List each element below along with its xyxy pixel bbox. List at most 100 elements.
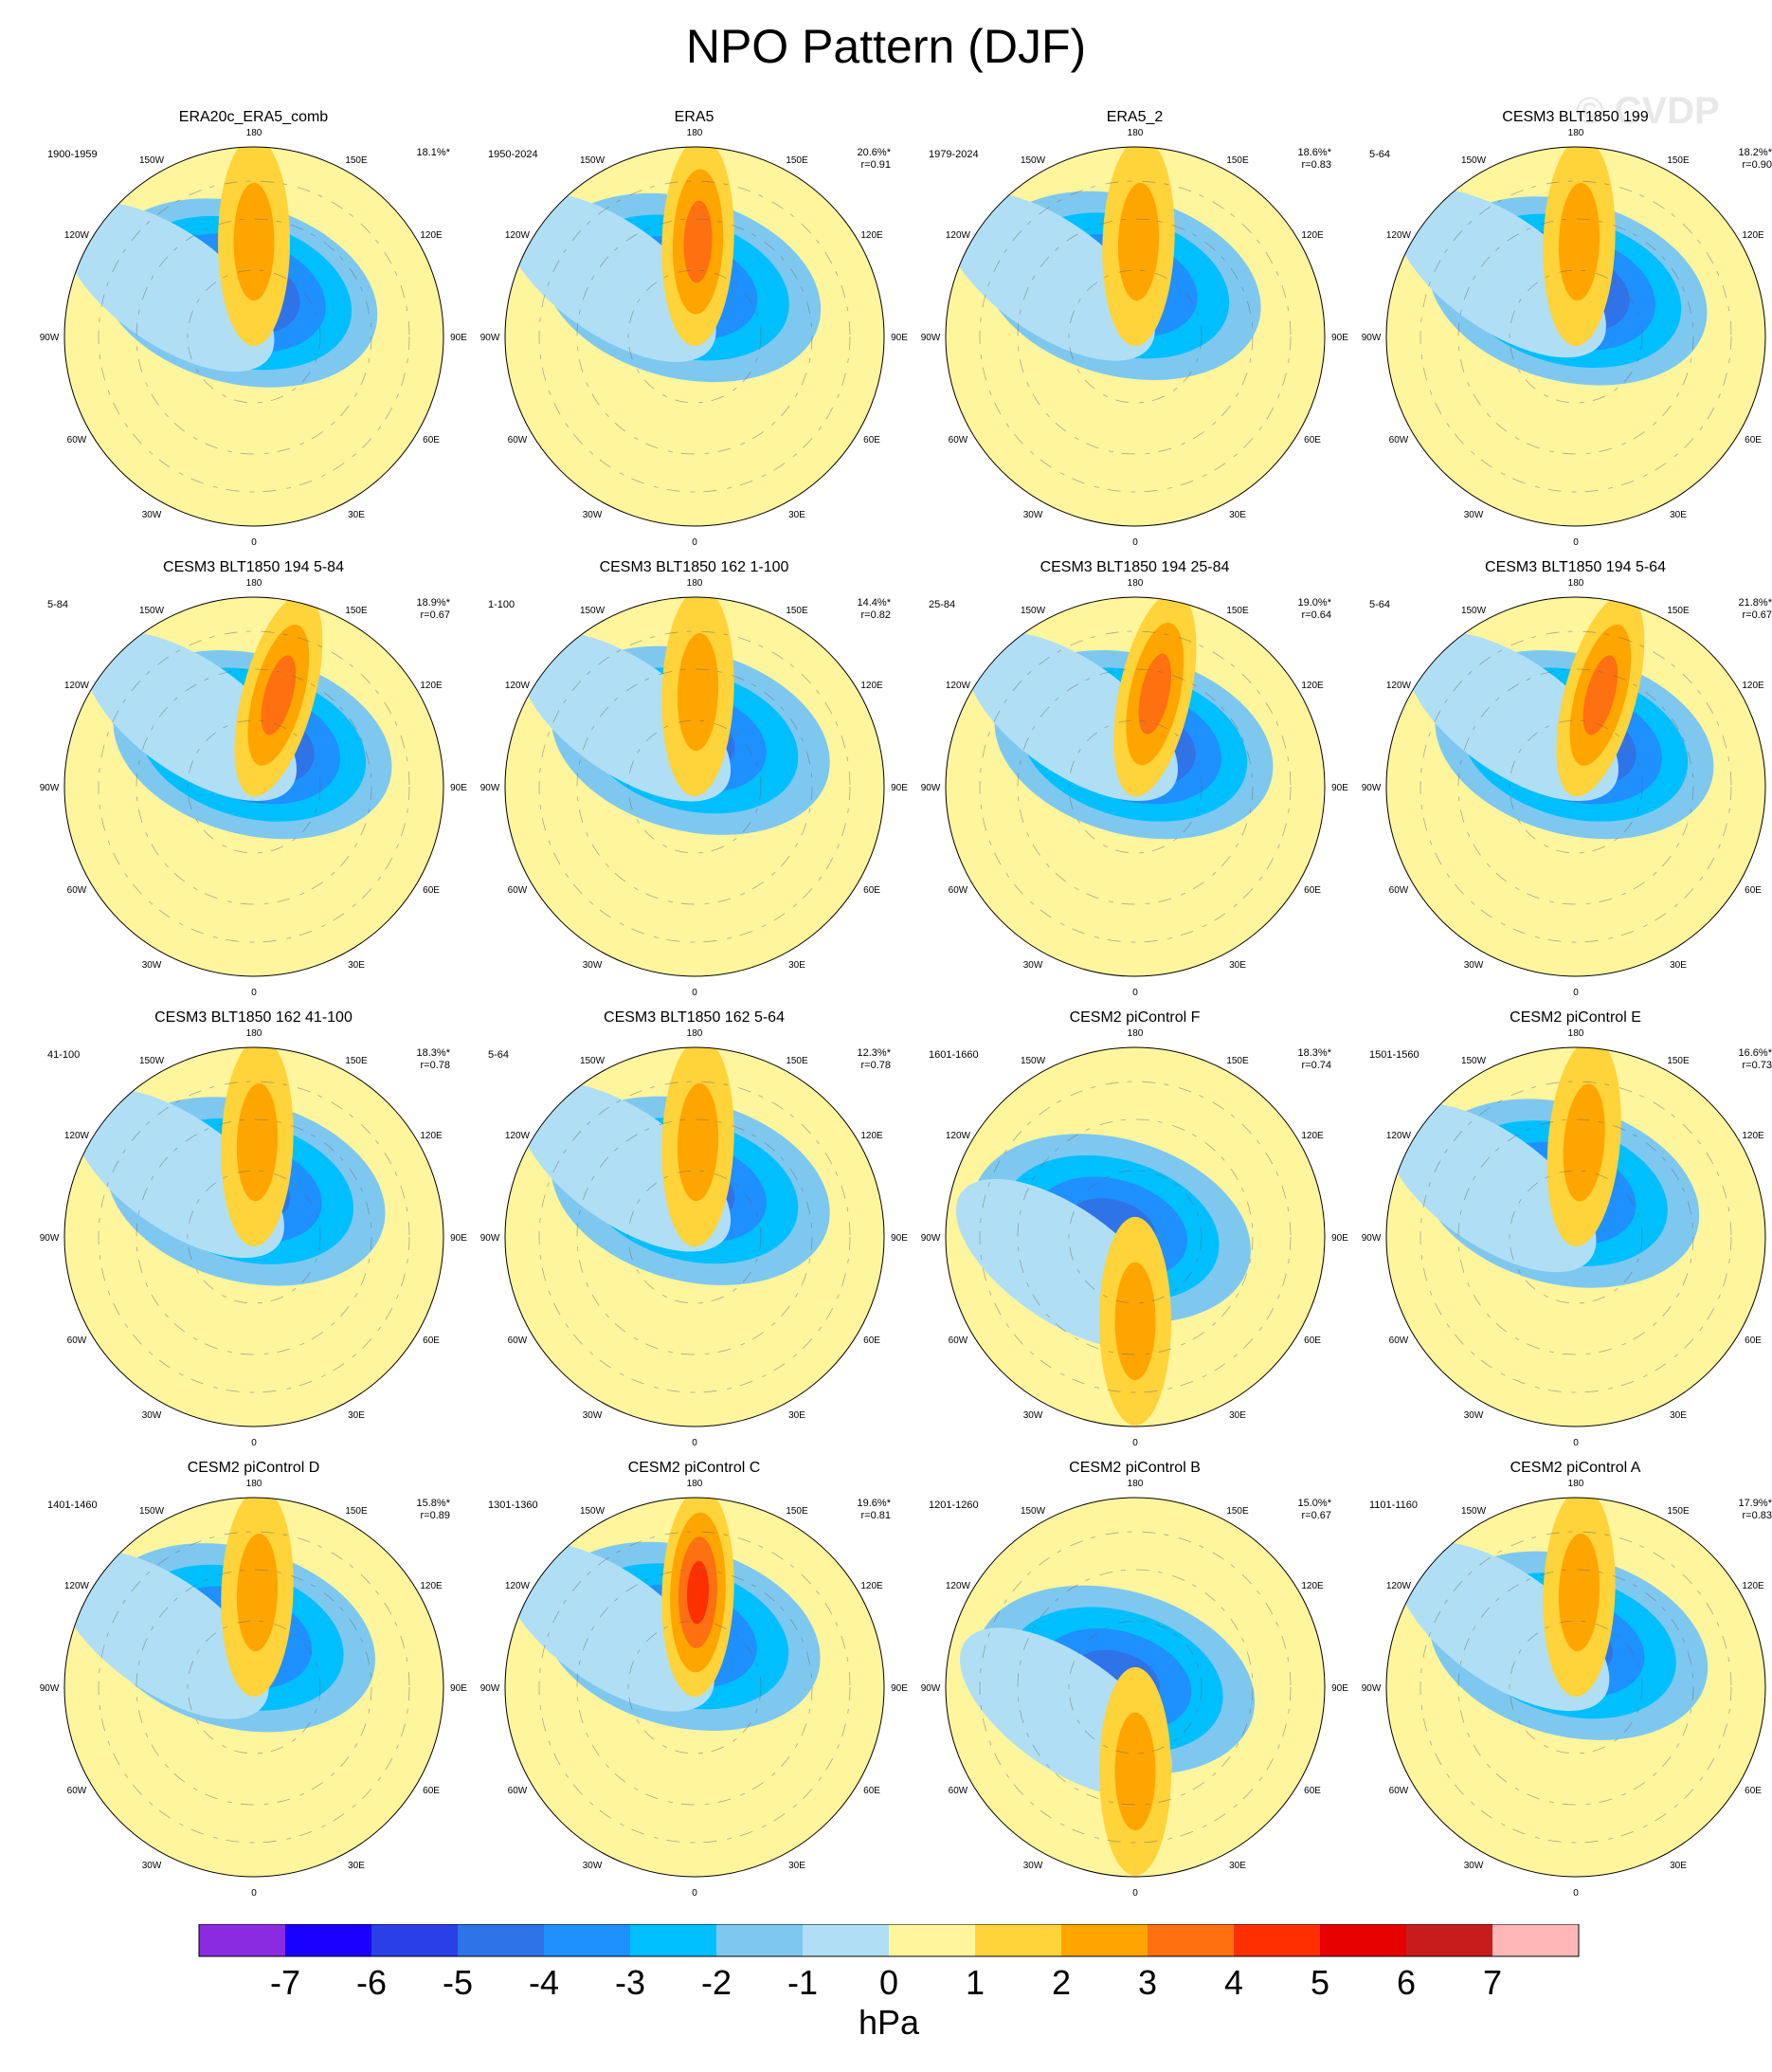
coastline	[1068, 1170, 1202, 1304]
correlation-label: r=0.64	[1301, 609, 1332, 621]
coastline	[136, 218, 372, 455]
high-pressure-contour	[1558, 182, 1600, 301]
coastline	[1457, 1569, 1694, 1806]
high-pressure-contour	[233, 182, 275, 301]
coastline	[1457, 1118, 1694, 1355]
colorbar-swatch	[1234, 1924, 1320, 1956]
map-panel: ERA5 1950-2024 20.6%* r=0.91 180 150E 120E 90E 6…	[474, 109, 914, 554]
longitude-label: 60E	[863, 885, 880, 896]
longitude-label: 90W	[480, 1233, 500, 1244]
map-boundary	[504, 1046, 885, 1427]
longitude-label: 120E	[420, 1131, 443, 1141]
coastline	[627, 719, 762, 854]
longitude-label: 30E	[788, 960, 805, 971]
longitude-label: 180	[246, 1028, 262, 1039]
longitude-label: 150W	[1461, 606, 1487, 616]
panel-years: 1501-1560	[1369, 1049, 1419, 1061]
longitude-label: 120E	[1742, 1131, 1764, 1141]
longitude-label: 180	[1568, 1028, 1584, 1039]
map-boundary	[1385, 146, 1766, 527]
colorbar-swatch	[1406, 1924, 1492, 1956]
panel-title: CESM3 BLT1850 194 5-84	[163, 559, 344, 575]
coastline	[1419, 1531, 1732, 1844]
polar-map: 180 150E 120E 90E 60E 30E 0 30W 60W 90W 120W 150W	[921, 578, 1349, 998]
longitude-label: 120E	[860, 1131, 883, 1141]
longitude-label: 120E	[420, 681, 443, 691]
coastline	[98, 630, 410, 943]
longitude-label: 150W	[580, 1506, 606, 1517]
map-panel: CESM3 BLT1850 194 5-64 5-64 21.8%* r=0.67 18…	[1355, 559, 1772, 1005]
colorbar-swatch	[716, 1924, 803, 1956]
colorbar-tick-label: 2	[1052, 1963, 1071, 2002]
longitude-label: 150E	[1226, 1506, 1249, 1517]
colorbar-swatch	[975, 1924, 1061, 1956]
colorbar-swatch	[803, 1924, 889, 1956]
coastline	[576, 1569, 813, 1806]
longitude-label: 30W	[142, 510, 162, 520]
variance-label: 19.6%*	[857, 1498, 891, 1509]
longitude-label: 120E	[1301, 1131, 1324, 1141]
longitude-label: 60E	[1304, 1336, 1321, 1346]
longitude-label: 180	[246, 128, 262, 138]
coastline	[627, 269, 762, 404]
longitude-label: 60E	[1745, 435, 1762, 445]
longitude-label: 30W	[583, 1861, 603, 1871]
longitude-label: 90W	[1362, 333, 1382, 343]
panel-years: 1950-2024	[488, 149, 538, 160]
longitude-label: 0	[251, 988, 257, 998]
panel-title: CESM2 piControl D	[187, 1460, 320, 1476]
panel-stats: 19.0%* r=0.64	[1298, 597, 1331, 622]
correlation-label: r=0.90	[1742, 159, 1772, 171]
longitude-label: 120W	[946, 1581, 971, 1591]
correlation-label: r=0.67	[1742, 609, 1772, 621]
longitude-label: 60W	[508, 435, 528, 445]
longitude-label: 60E	[1304, 435, 1321, 445]
map-panel: CESM3 BLT1850 162 41-100 41-100 18.3%* r=0.…	[33, 1009, 474, 1455]
longitude-label: 0	[1573, 537, 1579, 548]
longitude-label: 60E	[863, 1336, 880, 1346]
longitude-label: 90W	[921, 783, 941, 793]
colorbar: -7 -6 -5 -4 -3 -2 -1 0 1 2 3 4 5 6 7 hPa	[198, 1924, 1580, 2042]
colorbar-tick-label: -3	[615, 1963, 645, 2002]
correlation-label: r=0.82	[860, 609, 892, 621]
longitude-label: 150W	[1461, 1506, 1487, 1517]
longitude-label: 120E	[1742, 681, 1764, 691]
panel-years: 1301-1360	[488, 1499, 538, 1511]
panel-stats: 18.1%*	[417, 147, 450, 159]
colorbar-tick-label: -6	[356, 1963, 387, 2002]
colorbar-tick-label: 4	[1224, 1963, 1243, 2002]
longitude-label: 150W	[139, 1056, 165, 1066]
map-panel: CESM3 BLT1850 194 25-84 25-84 19.0%* r=0.64…	[914, 559, 1355, 1005]
coastline	[187, 719, 321, 854]
variance-label: 20.6%*	[857, 147, 891, 158]
longitude-label: 90E	[450, 1233, 467, 1244]
variance-label: 18.9%*	[416, 597, 450, 609]
low-pressure-contour	[505, 1541, 714, 1712]
longitude-label: 90E	[1331, 783, 1348, 793]
longitude-label: 30W	[142, 1410, 162, 1421]
panel-title: CESM2 piControl C	[627, 1460, 761, 1476]
coastline	[1509, 719, 1643, 854]
map-panel: CESM2 piControl A 1101-1160 17.9%* r=0.83 18…	[1355, 1460, 1772, 1905]
map-boundary	[63, 146, 444, 527]
coastline	[1509, 269, 1643, 404]
high-pressure-contour	[1117, 182, 1160, 301]
longitude-label: 90E	[891, 1683, 908, 1694]
longitude-label: 30E	[1229, 960, 1246, 971]
colorbar-tick-label: 0	[879, 1963, 898, 2002]
longitude-label: 60W	[949, 435, 968, 445]
longitude-label: 90W	[921, 1683, 941, 1694]
high-pressure-contour	[1114, 1262, 1156, 1381]
panel-stats: 18.3%* r=0.78	[417, 1047, 450, 1072]
longitude-label: 150E	[786, 1506, 808, 1517]
longitude-label: 60E	[863, 435, 880, 445]
longitude-label: 60E	[1304, 885, 1321, 896]
longitude-label: 30E	[348, 960, 365, 971]
longitude-label: 120W	[64, 681, 90, 691]
longitude-label: 60E	[423, 1786, 440, 1796]
longitude-label: 90E	[1331, 333, 1348, 343]
coastline	[1017, 668, 1254, 905]
longitude-label: 60E	[423, 435, 440, 445]
longitude-label: 30E	[788, 1410, 805, 1421]
panel-stats: 21.8%* r=0.67	[1739, 597, 1772, 622]
